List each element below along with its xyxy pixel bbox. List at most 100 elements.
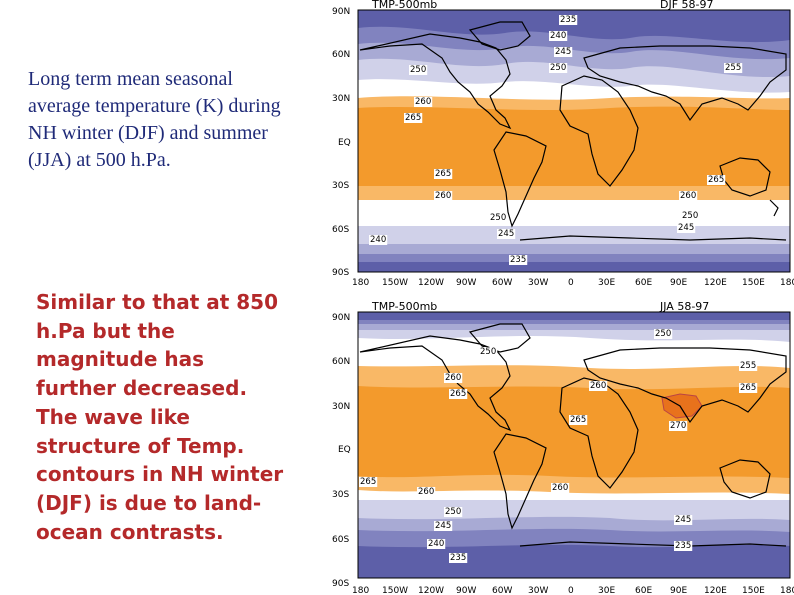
lon-tick: 150E (742, 586, 765, 595)
contour-label: 265 (740, 383, 756, 393)
lat-tick: 30S (332, 181, 349, 191)
lon-tick: 60W (492, 586, 512, 595)
contour-label: 240 (428, 539, 444, 549)
lat-tick: 90S (332, 268, 349, 278)
contour-label-box (674, 515, 693, 525)
contour-label-box (677, 223, 696, 233)
contour-label-box (427, 539, 446, 549)
contour-label: 245 (675, 515, 691, 525)
contour-label-box (551, 483, 570, 493)
lat-tick: 90S (332, 579, 349, 589)
lat-tick: 60S (332, 225, 349, 235)
lon-tick: 90W (456, 278, 476, 288)
lat-tick: 30S (332, 490, 349, 500)
contour-label: 260 (590, 381, 606, 391)
contour-label: 235 (450, 553, 466, 563)
contour-label-box (681, 211, 700, 221)
contour-label-box (707, 175, 726, 185)
map-period: JJA 58-97 (659, 302, 709, 313)
contour-label-box (497, 229, 516, 239)
contour-label-box (434, 169, 453, 179)
contour-label-box (674, 541, 693, 551)
contour-label: 270 (670, 421, 686, 431)
contour-label: 265 (570, 415, 586, 425)
band-265 (358, 386, 790, 478)
lon-tick: 90E (670, 586, 687, 595)
lon-tick: 30W (528, 586, 548, 595)
lon-tick: 60W (492, 278, 512, 288)
lon-tick: 30W (528, 278, 548, 288)
lat-tick: 90N (332, 7, 350, 17)
band-265 (358, 106, 790, 186)
lon-tick: 150W (382, 586, 408, 595)
contour-label: 235 (510, 255, 526, 265)
description-paragraph: Long term mean seasonal average temperat… (28, 68, 281, 171)
contour-label-box (369, 235, 388, 245)
contour-label-box (359, 477, 378, 487)
contour-label-box (549, 31, 568, 41)
contour-label-box (449, 553, 468, 563)
lon-tick: 180 (352, 278, 369, 288)
contour-label: 250 (655, 329, 671, 339)
lon-tick: 30E (598, 278, 615, 288)
lon-tick: 90E (670, 278, 687, 288)
contour-label: 260 (435, 191, 451, 201)
contour-label: 265 (708, 175, 724, 185)
band-270 (661, 393, 703, 419)
lon-tick: 60E (635, 278, 652, 288)
contour-label: 250 (550, 63, 566, 73)
lon-tick: 90W (456, 586, 476, 595)
contour-label-box (549, 63, 568, 73)
map-period: DJF 58-97 (660, 0, 714, 11)
coastlines (359, 21, 787, 241)
lon-axis: 180 150W 120W 90W 60W 30W 0 30E 60E 90E … (352, 278, 794, 288)
lat-tick: EQ (338, 445, 351, 455)
contour-label-box (434, 521, 453, 531)
contour-label: 250 (445, 507, 461, 517)
lon-tick: 120E (704, 586, 727, 595)
contour-label-box (554, 47, 573, 57)
lon-tick: 0 (568, 278, 574, 288)
contour-label-box (449, 389, 468, 399)
contour-label: 250 (480, 347, 496, 357)
contour-label-box (434, 191, 453, 201)
contour-label: 235 (560, 15, 576, 25)
contour-label: 260 (418, 487, 434, 497)
lon-axis: 180 150W 120W 90W 60W 30W 0 30E 60E 90E … (352, 586, 794, 595)
contour-label: 265 (405, 113, 421, 123)
lat-axis: 90N 60N 30N EQ 30S 60S 90S (332, 313, 351, 589)
contour-label: 260 (445, 373, 461, 383)
contour-label: 245 (498, 229, 514, 239)
lon-tick: 120W (418, 278, 444, 288)
contour-label: 260 (552, 483, 568, 493)
contour-label: 235 (675, 541, 691, 551)
contour-label-box (569, 415, 588, 425)
contour-label: 240 (550, 31, 566, 41)
contour-label: 240 (370, 235, 386, 245)
lat-tick: 30N (332, 94, 350, 104)
lon-tick: 30E (598, 586, 615, 595)
contour-label-box (417, 487, 436, 497)
map-frame (357, 9, 791, 273)
lon-tick: 150W (382, 278, 408, 288)
contour-label: 265 (435, 169, 451, 179)
contour-label-box (679, 191, 698, 201)
contour-label: 250 (490, 213, 506, 223)
contour-label: 245 (555, 47, 571, 57)
contour-label-box (654, 329, 673, 339)
map-frame (357, 311, 791, 579)
djf-temperature-map: 235 240 245 250 250 255 260 265 265 260 … (330, 0, 794, 290)
map-title: TMP-500mb (371, 0, 437, 11)
contour-label-box (444, 373, 463, 383)
contour-label: 250 (410, 65, 426, 75)
lat-tick: EQ (338, 138, 351, 148)
lat-axis: 90N 60N 30N EQ 30S 60S 90S (332, 7, 351, 278)
contour-label: 260 (415, 97, 431, 107)
contour-label-box (559, 15, 578, 25)
contour-label-box (739, 383, 758, 393)
lon-tick: 180 (780, 586, 794, 595)
lat-tick: 60N (332, 357, 350, 367)
contour-label-box (724, 63, 743, 73)
contour-label-box (489, 213, 508, 223)
lon-tick: 150E (742, 278, 765, 288)
